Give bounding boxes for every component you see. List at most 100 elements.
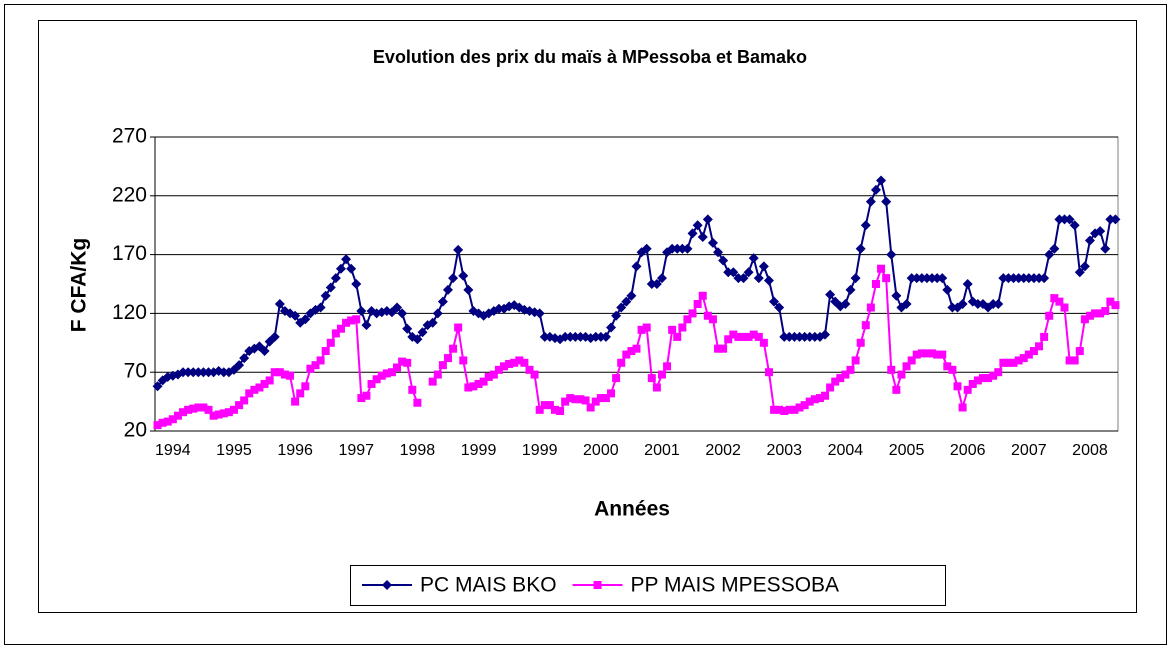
- marker: [403, 358, 412, 367]
- marker: [561, 397, 570, 406]
- marker: [591, 397, 600, 406]
- marker: [260, 379, 269, 388]
- y-tick-label: 270: [112, 125, 147, 148]
- marker: [724, 335, 733, 344]
- x-tick-label: 1994: [155, 442, 191, 459]
- marker: [723, 267, 734, 278]
- marker: [754, 332, 763, 341]
- marker: [387, 368, 396, 377]
- marker: [218, 367, 229, 378]
- marker: [443, 354, 452, 363]
- marker: [550, 405, 559, 414]
- x-tick-label: 2004: [828, 442, 864, 459]
- marker: [927, 273, 938, 284]
- marker: [188, 367, 199, 378]
- marker: [442, 284, 453, 295]
- marker: [540, 401, 549, 410]
- marker: [1028, 273, 1039, 284]
- marker: [474, 379, 483, 388]
- marker: [500, 362, 509, 371]
- marker: [921, 273, 932, 284]
- x-tick-label: 2006: [950, 442, 986, 459]
- marker: [459, 356, 468, 365]
- marker: [825, 289, 836, 300]
- marker: [556, 407, 565, 416]
- x-tick-label: 1995: [216, 442, 252, 459]
- marker: [672, 243, 683, 254]
- marker: [505, 359, 514, 368]
- marker: [158, 418, 167, 427]
- marker: [611, 310, 622, 321]
- marker: [1050, 294, 1059, 303]
- legend-label: PP MAIS MPESSOBA: [631, 574, 840, 597]
- marker: [804, 331, 815, 342]
- marker: [489, 370, 498, 379]
- marker: [393, 363, 402, 372]
- marker: [1070, 356, 1079, 365]
- marker: [729, 330, 738, 339]
- marker: [1044, 249, 1055, 260]
- marker: [494, 365, 503, 374]
- marker: [785, 405, 794, 414]
- marker: [764, 368, 773, 377]
- x-tick-label: 2000: [583, 442, 619, 459]
- marker: [586, 403, 595, 412]
- marker: [184, 405, 193, 414]
- marker: [315, 302, 326, 313]
- marker: [1095, 226, 1106, 237]
- marker: [565, 331, 576, 342]
- marker: [993, 298, 1004, 309]
- marker: [743, 267, 754, 278]
- marker: [178, 367, 189, 378]
- marker: [947, 302, 958, 313]
- marker: [306, 364, 315, 373]
- marker: [733, 273, 744, 284]
- marker: [805, 397, 814, 406]
- marker: [938, 350, 947, 359]
- marker: [1035, 342, 1044, 351]
- marker: [668, 325, 677, 334]
- marker: [300, 314, 311, 325]
- legend-label: PC MAIS BKO: [420, 574, 557, 597]
- marker: [469, 382, 478, 391]
- marker: [377, 371, 386, 380]
- marker: [774, 302, 785, 313]
- marker: [917, 349, 926, 358]
- marker: [449, 344, 458, 353]
- marker: [677, 243, 688, 254]
- marker: [234, 360, 245, 371]
- marker: [973, 376, 982, 385]
- marker: [989, 371, 998, 380]
- marker: [152, 381, 163, 392]
- marker: [198, 367, 209, 378]
- x-axis-label: Années: [594, 498, 670, 521]
- marker: [1080, 315, 1089, 324]
- marker: [612, 374, 621, 383]
- marker: [448, 273, 459, 284]
- marker: [1111, 301, 1120, 310]
- marker: [290, 310, 301, 321]
- marker: [994, 368, 1003, 377]
- marker: [775, 405, 784, 414]
- marker: [891, 290, 902, 301]
- marker: [1055, 297, 1064, 306]
- marker: [943, 362, 952, 371]
- marker: [770, 405, 779, 414]
- marker: [637, 325, 646, 334]
- marker: [642, 323, 651, 332]
- plot-area: [154, 136, 1119, 432]
- marker: [617, 358, 626, 367]
- marker: [738, 273, 749, 284]
- marker: [682, 243, 693, 254]
- marker: [861, 321, 870, 330]
- marker: [678, 323, 687, 332]
- x-tick-label: 1999: [461, 442, 497, 459]
- marker: [758, 261, 769, 272]
- marker: [1060, 303, 1069, 312]
- marker: [590, 331, 601, 342]
- marker: [693, 299, 702, 308]
- marker: [906, 273, 917, 284]
- marker: [1101, 307, 1110, 316]
- marker: [916, 273, 927, 284]
- marker: [769, 296, 780, 307]
